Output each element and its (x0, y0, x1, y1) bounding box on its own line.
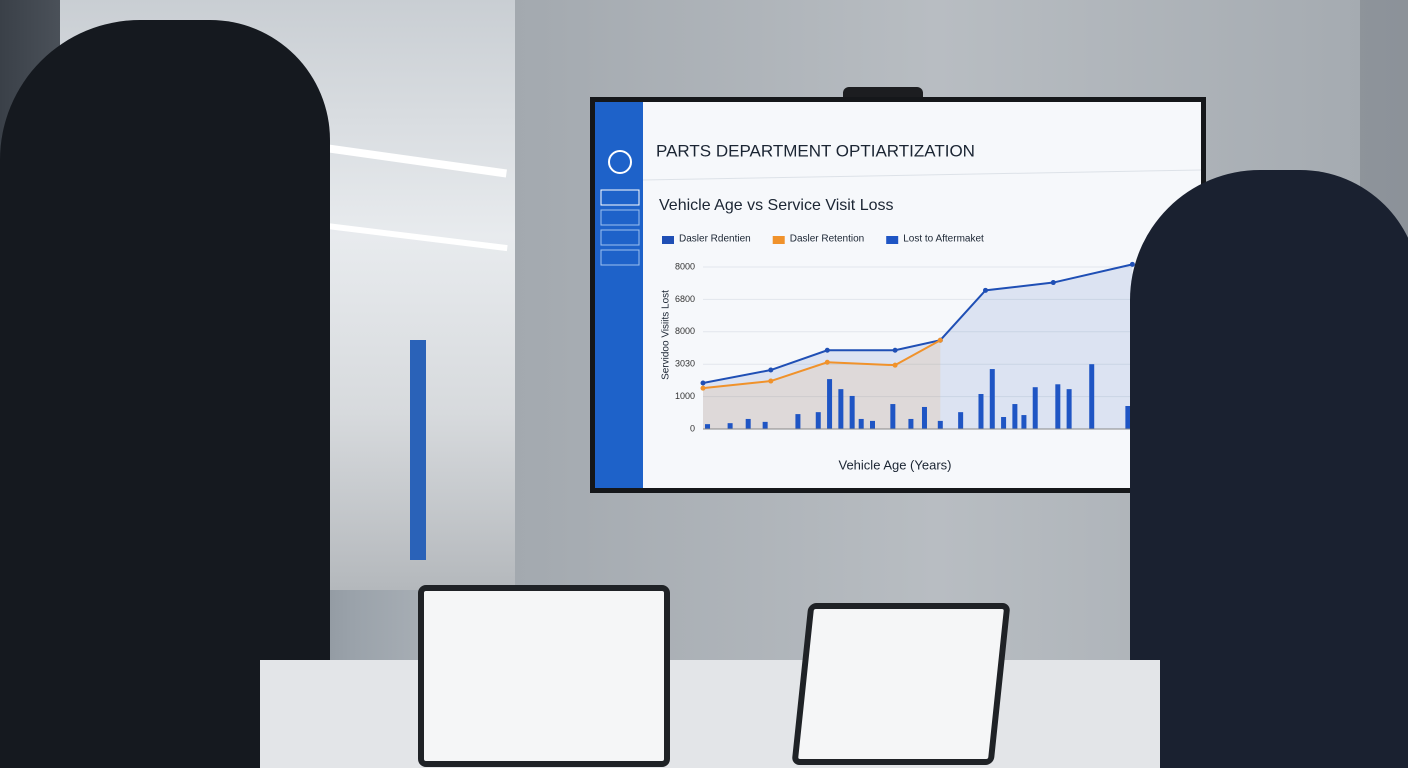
legend-label: Dasler Retention (790, 234, 864, 245)
bar (1066, 389, 1072, 429)
bar (908, 418, 914, 429)
legend-label: Dasler Rdentien (679, 234, 751, 245)
sidebar-button[interactable] (600, 229, 640, 246)
person-left (0, 20, 330, 768)
bar (978, 394, 984, 429)
legend-swatch (772, 236, 785, 244)
screen-title: PARTS DEPARTMENT OPTIARTIZATION (656, 141, 975, 160)
line-point (1050, 280, 1056, 286)
line-point (768, 367, 774, 373)
x-axis-label: Vehicle Age (Years) (839, 457, 952, 472)
legend-label: Lost to Aftermaket (903, 234, 984, 245)
bar (705, 424, 711, 429)
person-right (1130, 170, 1408, 768)
line-point (700, 380, 706, 386)
bar (727, 423, 733, 429)
y-tick-label: 0 (690, 423, 695, 433)
bar (937, 420, 943, 429)
lift-post (410, 340, 426, 560)
bar (858, 418, 864, 429)
chart-title: Vehicle Age vs Service Visit Loss (659, 197, 894, 214)
bar (1089, 364, 1095, 429)
bar (1032, 387, 1038, 429)
y-axis-label: Servidoo Visiits Lost (661, 290, 672, 380)
line-point (824, 359, 830, 365)
bar (890, 404, 896, 429)
line-area (703, 340, 941, 429)
line-point (983, 287, 988, 293)
y-tick-label: 8000 (675, 326, 695, 336)
line-point (892, 362, 898, 368)
bar (745, 418, 751, 429)
logo (608, 150, 632, 174)
y-tick-label: 3030 (675, 359, 695, 369)
bar (989, 369, 995, 429)
bar (795, 414, 801, 429)
bar (827, 379, 833, 429)
screen (595, 102, 1201, 488)
bar (1125, 405, 1131, 429)
bar (921, 406, 927, 429)
bar (1055, 384, 1061, 429)
sidebar (595, 102, 643, 488)
line-point (892, 347, 898, 353)
line-point (768, 378, 774, 384)
bar (849, 395, 855, 429)
bar (838, 389, 844, 429)
sidebar-button[interactable] (600, 209, 640, 226)
sidebar-button[interactable] (600, 189, 640, 206)
legend-swatch (662, 236, 674, 244)
sidebar-button[interactable] (600, 249, 640, 266)
y-tick-label: 1000 (675, 391, 695, 401)
bar (870, 420, 875, 429)
table (260, 660, 1160, 768)
laptop (418, 585, 670, 767)
legend-swatch (886, 236, 899, 244)
bar (958, 412, 964, 429)
bar (1021, 415, 1027, 429)
bar (1001, 417, 1007, 429)
y-tick-label: 6800 (675, 294, 695, 304)
line (702, 263, 1133, 384)
bar (762, 421, 768, 429)
line-point (824, 347, 830, 353)
line-point (937, 337, 943, 343)
bar (815, 412, 821, 429)
header-divider (642, 169, 1202, 181)
line-area (703, 264, 1133, 429)
bar (1012, 404, 1018, 429)
line-point (700, 385, 706, 391)
laptop (791, 603, 1011, 765)
y-tick-label: 8000 (675, 261, 695, 271)
